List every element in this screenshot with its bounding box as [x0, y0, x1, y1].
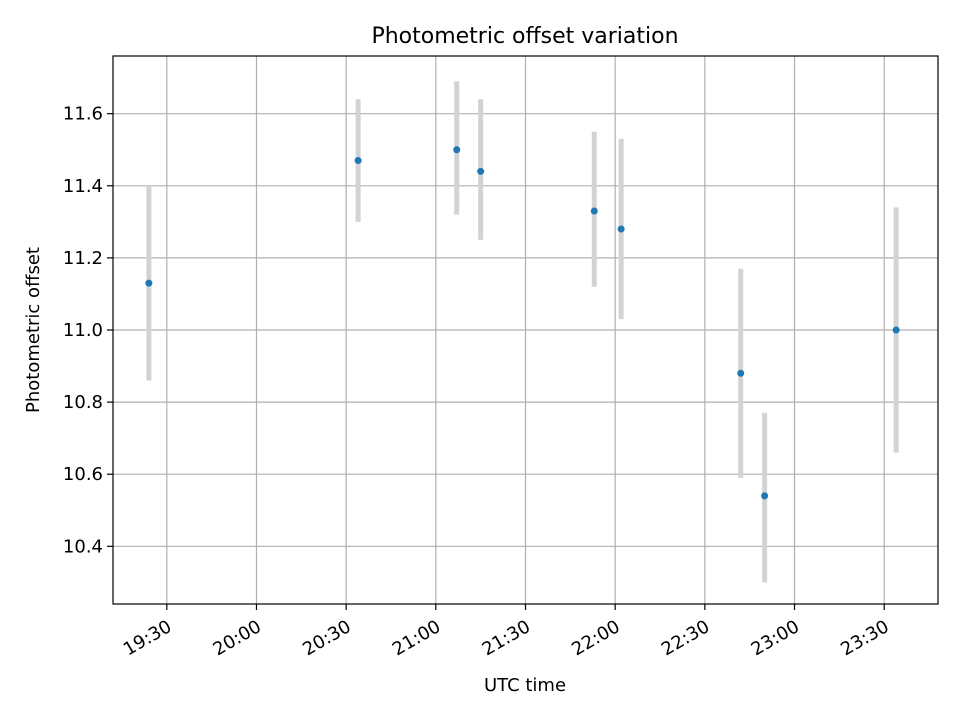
y-tick-label: 10.4 [63, 536, 103, 557]
data-point [145, 279, 153, 287]
data-point [477, 167, 485, 175]
y-tick-label: 11.0 [63, 320, 103, 341]
y-tick-label: 10.8 [63, 392, 103, 413]
grid [113, 56, 938, 604]
x-axis-label: UTC time [484, 675, 566, 696]
data-point [761, 492, 769, 500]
y-axis-label: Photometric offset [23, 247, 44, 413]
y-tick-label: 11.6 [63, 104, 103, 125]
data-point [617, 225, 625, 233]
data-point [453, 146, 461, 154]
data-point [737, 369, 745, 377]
data-points [145, 146, 900, 500]
y-axis-ticks: 10.4 10.6 10.8 11.0 11.2 11.4 11.6 [63, 104, 113, 557]
data-point [590, 207, 598, 215]
y-tick-label: 11.2 [63, 248, 103, 269]
data-point [354, 157, 362, 165]
y-tick-label: 11.4 [63, 176, 103, 197]
y-tick-label: 10.6 [63, 464, 103, 485]
chart-title: Photometric offset variation [371, 24, 678, 49]
data-point [892, 326, 900, 334]
